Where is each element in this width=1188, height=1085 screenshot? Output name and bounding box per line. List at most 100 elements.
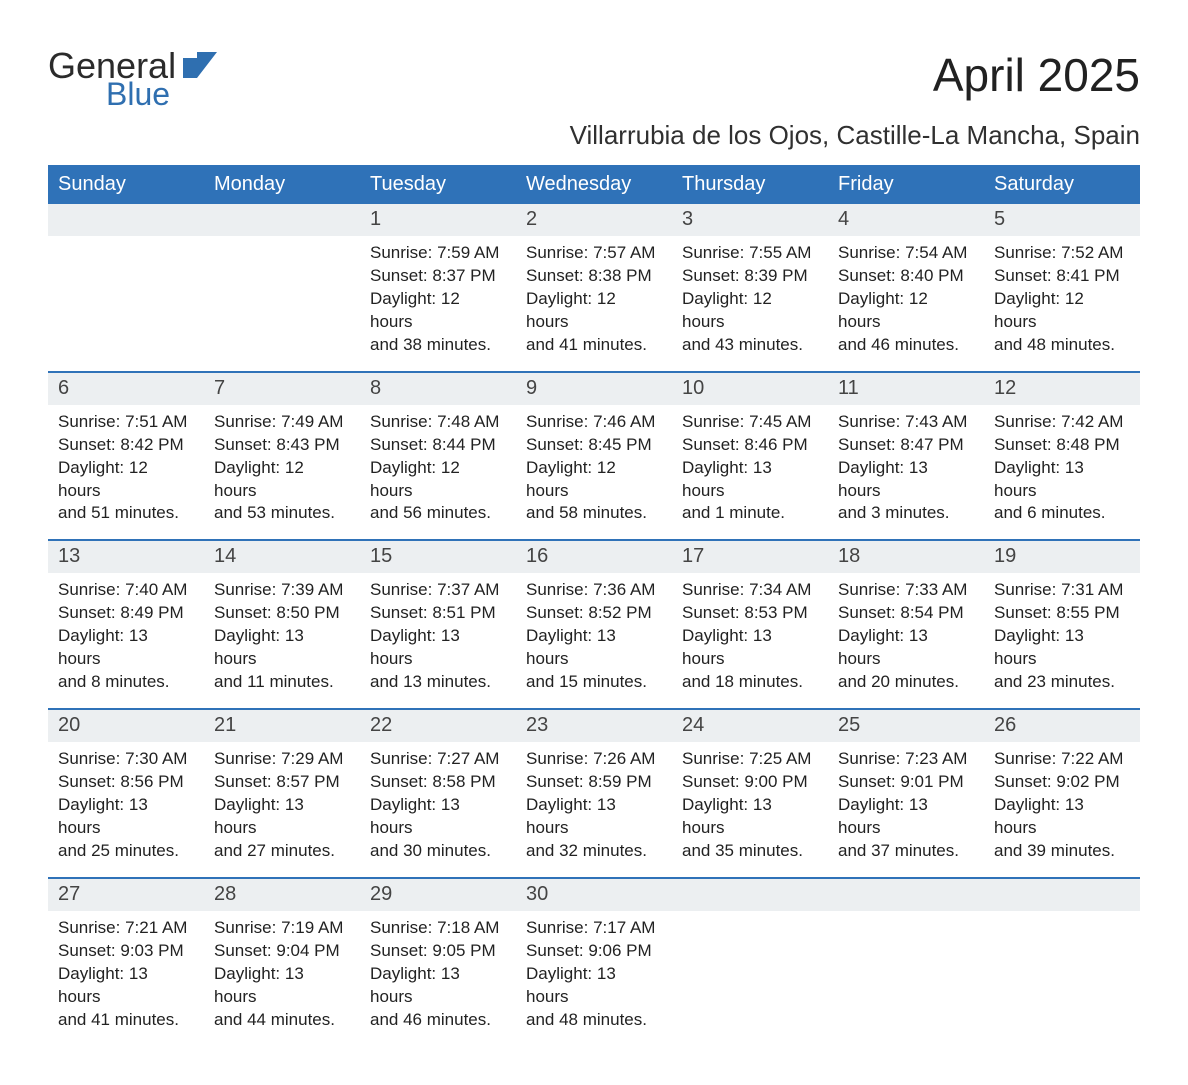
sunset-text: Sunset: 8:44 PM xyxy=(370,434,506,457)
day-number: 2 xyxy=(516,204,672,236)
day-number: 21 xyxy=(204,710,360,742)
day-number: 18 xyxy=(828,541,984,573)
sunset-text: Sunset: 8:54 PM xyxy=(838,602,974,625)
daylight-text: and 15 minutes. xyxy=(526,671,662,694)
calendar-day: 16Sunrise: 7:36 AMSunset: 8:52 PMDayligh… xyxy=(516,541,672,708)
sunrise-text: Sunrise: 7:18 AM xyxy=(370,917,506,940)
daylight-text: Daylight: 13 hours xyxy=(838,794,974,840)
calendar-day: 19Sunrise: 7:31 AMSunset: 8:55 PMDayligh… xyxy=(984,541,1140,708)
daylight-text: Daylight: 12 hours xyxy=(370,457,506,503)
daylight-text: and 6 minutes. xyxy=(994,502,1130,525)
sunset-text: Sunset: 9:04 PM xyxy=(214,940,350,963)
day-number: 7 xyxy=(204,373,360,405)
calendar-day: 9Sunrise: 7:46 AMSunset: 8:45 PMDaylight… xyxy=(516,373,672,540)
sunset-text: Sunset: 8:46 PM xyxy=(682,434,818,457)
calendar-grid: SundayMondayTuesdayWednesdayThursdayFrid… xyxy=(48,165,1140,1045)
location-subtitle: Villarrubia de los Ojos, Castille-La Man… xyxy=(570,120,1140,151)
daylight-text: and 18 minutes. xyxy=(682,671,818,694)
day-details: Sunrise: 7:42 AMSunset: 8:48 PMDaylight:… xyxy=(984,405,1140,540)
day-number xyxy=(204,204,360,236)
daylight-text: Daylight: 13 hours xyxy=(214,963,350,1009)
day-details: Sunrise: 7:25 AMSunset: 9:00 PMDaylight:… xyxy=(672,742,828,877)
page-header: General Blue April 2025 Villarrubia de l… xyxy=(48,48,1140,151)
calendar-day: 8Sunrise: 7:48 AMSunset: 8:44 PMDaylight… xyxy=(360,373,516,540)
daylight-text: Daylight: 13 hours xyxy=(370,794,506,840)
daylight-text: and 38 minutes. xyxy=(370,334,506,357)
daylight-text: Daylight: 13 hours xyxy=(370,963,506,1009)
day-details: Sunrise: 7:29 AMSunset: 8:57 PMDaylight:… xyxy=(204,742,360,877)
sunrise-text: Sunrise: 7:51 AM xyxy=(58,411,194,434)
day-number: 28 xyxy=(204,879,360,911)
day-number: 14 xyxy=(204,541,360,573)
calendar-day xyxy=(48,204,204,371)
sunrise-text: Sunrise: 7:48 AM xyxy=(370,411,506,434)
day-number: 5 xyxy=(984,204,1140,236)
sunset-text: Sunset: 9:03 PM xyxy=(58,940,194,963)
calendar-day: 27Sunrise: 7:21 AMSunset: 9:03 PMDayligh… xyxy=(48,879,204,1046)
daylight-text: and 13 minutes. xyxy=(370,671,506,694)
sunset-text: Sunset: 8:52 PM xyxy=(526,602,662,625)
daylight-text: and 53 minutes. xyxy=(214,502,350,525)
calendar-day: 6Sunrise: 7:51 AMSunset: 8:42 PMDaylight… xyxy=(48,373,204,540)
day-details: Sunrise: 7:40 AMSunset: 8:49 PMDaylight:… xyxy=(48,573,204,708)
calendar-day: 1Sunrise: 7:59 AMSunset: 8:37 PMDaylight… xyxy=(360,204,516,371)
daylight-text: Daylight: 13 hours xyxy=(994,794,1130,840)
day-details: Sunrise: 7:17 AMSunset: 9:06 PMDaylight:… xyxy=(516,911,672,1046)
day-details: Sunrise: 7:33 AMSunset: 8:54 PMDaylight:… xyxy=(828,573,984,708)
calendar-day: 30Sunrise: 7:17 AMSunset: 9:06 PMDayligh… xyxy=(516,879,672,1046)
daylight-text: and 27 minutes. xyxy=(214,840,350,863)
calendar-day: 2Sunrise: 7:57 AMSunset: 8:38 PMDaylight… xyxy=(516,204,672,371)
sunrise-text: Sunrise: 7:19 AM xyxy=(214,917,350,940)
daylight-text: and 46 minutes. xyxy=(370,1009,506,1032)
sunset-text: Sunset: 8:51 PM xyxy=(370,602,506,625)
day-details: Sunrise: 7:46 AMSunset: 8:45 PMDaylight:… xyxy=(516,405,672,540)
sunrise-text: Sunrise: 7:36 AM xyxy=(526,579,662,602)
calendar-day: 22Sunrise: 7:27 AMSunset: 8:58 PMDayligh… xyxy=(360,710,516,877)
daylight-text: and 35 minutes. xyxy=(682,840,818,863)
sunrise-text: Sunrise: 7:22 AM xyxy=(994,748,1130,771)
dow-cell: Sunday xyxy=(48,165,204,204)
daylight-text: Daylight: 13 hours xyxy=(214,625,350,671)
day-details: Sunrise: 7:30 AMSunset: 8:56 PMDaylight:… xyxy=(48,742,204,877)
daylight-text: and 43 minutes. xyxy=(682,334,818,357)
calendar-day xyxy=(672,879,828,1046)
calendar-day: 12Sunrise: 7:42 AMSunset: 8:48 PMDayligh… xyxy=(984,373,1140,540)
daylight-text: Daylight: 13 hours xyxy=(682,457,818,503)
daylight-text: and 1 minute. xyxy=(682,502,818,525)
daylight-text: Daylight: 13 hours xyxy=(214,794,350,840)
daylight-text: and 37 minutes. xyxy=(838,840,974,863)
sunset-text: Sunset: 9:01 PM xyxy=(838,771,974,794)
day-number: 10 xyxy=(672,373,828,405)
day-details: Sunrise: 7:55 AMSunset: 8:39 PMDaylight:… xyxy=(672,236,828,371)
sunrise-text: Sunrise: 7:54 AM xyxy=(838,242,974,265)
sunset-text: Sunset: 8:48 PM xyxy=(994,434,1130,457)
sunset-text: Sunset: 8:53 PM xyxy=(682,602,818,625)
sunset-text: Sunset: 8:58 PM xyxy=(370,771,506,794)
calendar-day: 7Sunrise: 7:49 AMSunset: 8:43 PMDaylight… xyxy=(204,373,360,540)
daylight-text: Daylight: 12 hours xyxy=(370,288,506,334)
day-number xyxy=(984,879,1140,911)
sunrise-text: Sunrise: 7:52 AM xyxy=(994,242,1130,265)
calendar-day: 23Sunrise: 7:26 AMSunset: 8:59 PMDayligh… xyxy=(516,710,672,877)
daylight-text: and 51 minutes. xyxy=(58,502,194,525)
dow-cell: Tuesday xyxy=(360,165,516,204)
daylight-text: and 46 minutes. xyxy=(838,334,974,357)
calendar-week: 27Sunrise: 7:21 AMSunset: 9:03 PMDayligh… xyxy=(48,877,1140,1046)
dow-cell: Wednesday xyxy=(516,165,672,204)
day-number: 22 xyxy=(360,710,516,742)
day-of-week-header: SundayMondayTuesdayWednesdayThursdayFrid… xyxy=(48,165,1140,204)
daylight-text: Daylight: 12 hours xyxy=(526,457,662,503)
daylight-text: Daylight: 13 hours xyxy=(526,963,662,1009)
sunrise-text: Sunrise: 7:29 AM xyxy=(214,748,350,771)
calendar-day: 14Sunrise: 7:39 AMSunset: 8:50 PMDayligh… xyxy=(204,541,360,708)
sunset-text: Sunset: 8:45 PM xyxy=(526,434,662,457)
sunrise-text: Sunrise: 7:42 AM xyxy=(994,411,1130,434)
daylight-text: Daylight: 13 hours xyxy=(370,625,506,671)
day-number xyxy=(672,879,828,911)
sunset-text: Sunset: 9:05 PM xyxy=(370,940,506,963)
daylight-text: Daylight: 12 hours xyxy=(838,288,974,334)
day-number: 16 xyxy=(516,541,672,573)
calendar-week: 6Sunrise: 7:51 AMSunset: 8:42 PMDaylight… xyxy=(48,371,1140,540)
day-number: 23 xyxy=(516,710,672,742)
sunrise-text: Sunrise: 7:57 AM xyxy=(526,242,662,265)
